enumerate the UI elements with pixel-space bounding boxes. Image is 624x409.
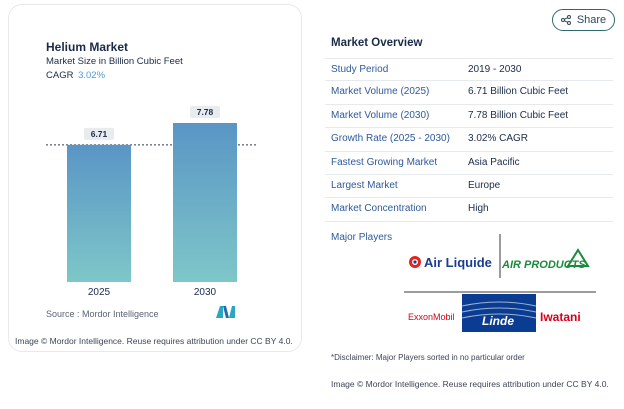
overview-row: Market Volume (2030) 7.78 Billion Cubic … [325, 105, 613, 129]
row-label[interactable]: Fastest Growing Market [331, 156, 438, 168]
players-logos: Air Liquide AIR PRODUCTS ExxonMobil Lind… [404, 234, 596, 332]
row-label[interactable]: Growth Rate (2025 - 2030) [331, 133, 450, 145]
air-liquide-logo: Air Liquide [409, 255, 492, 270]
row-value: 2019 - 2030 [468, 64, 522, 75]
chart-source: Source : Mordor Intelligence [46, 309, 159, 319]
cagr-line: CAGR 3.02% [46, 70, 105, 81]
overview-title: Market Overview [331, 37, 423, 49]
mordor-logo-icon [216, 306, 235, 318]
row-label[interactable]: Study Period [331, 64, 389, 75]
bar-chart: 6.71 2025 7.78 2030 [46, 106, 258, 298]
x-tick-label: 2025 [88, 287, 111, 298]
data-label: 7.78 [197, 107, 214, 117]
data-label: 6.71 [91, 129, 108, 139]
row-value: 7.78 Billion Cubic Feet [468, 109, 569, 121]
chart-credit: Image © Mordor Intelligence. Reuse requi… [15, 336, 293, 346]
overview-row: Growth Rate (2025 - 2030) 3.02% CAGR [325, 128, 613, 152]
data-label-bg [190, 106, 220, 118]
air-products-logo: AIR PRODUCTS [501, 248, 590, 271]
share-label: Share [576, 14, 607, 26]
air-liquide-text: Air Liquide [424, 255, 492, 270]
row-value: 3.02% CAGR [468, 133, 529, 145]
overview-table: Study Period 2019 - 2030 Market Volume (… [325, 58, 613, 222]
x-tick-label: 2030 [194, 287, 217, 298]
chart-card [8, 4, 302, 352]
cagr-value: 3.02% [78, 70, 106, 81]
bar [173, 123, 237, 282]
cagr-label: CAGR [46, 70, 74, 81]
players-disclaimer: *Disclaimer: Major Players sorted in no … [331, 353, 525, 362]
share-button[interactable]: Share [552, 9, 615, 31]
linde-text: Linde [482, 314, 514, 328]
iwatani-logo: Iwatani [540, 310, 581, 324]
row-value: High [468, 203, 489, 215]
overview-row: Study Period 2019 - 2030 [325, 58, 613, 82]
overview-row: Market Concentration High [325, 198, 613, 222]
overview-credit: Image © Mordor Intelligence. Reuse requi… [331, 379, 609, 389]
row-label[interactable]: Market Volume (2025) [331, 86, 430, 98]
row-value: Asia Pacific [468, 156, 520, 168]
air-products-text: AIR PRODUCTS [501, 259, 586, 271]
row-label[interactable]: Largest Market [331, 179, 398, 191]
chart-subtitle: Market Size in Billion Cubic Feet [46, 56, 183, 67]
players-title[interactable]: Major Players [331, 232, 393, 243]
row-label[interactable]: Market Concentration [331, 203, 427, 215]
linde-logo: Linde [461, 294, 537, 332]
share-icon [560, 15, 571, 25]
row-value: 6.71 Billion Cubic Feet [468, 86, 569, 98]
bar [67, 144, 131, 282]
row-value: Europe [468, 179, 501, 191]
data-label-bg [84, 127, 114, 140]
row-label[interactable]: Market Volume (2030) [331, 109, 430, 121]
overview-row: Market Volume (2025) 6.71 Billion Cubic … [325, 81, 613, 105]
overview-row: Largest Market Europe [325, 175, 613, 199]
overview-row: Fastest Growing Market Asia Pacific [325, 152, 613, 175]
exxonmobil-logo: ExxonMobil [408, 312, 455, 322]
chart-title: Helium Market [46, 40, 129, 54]
